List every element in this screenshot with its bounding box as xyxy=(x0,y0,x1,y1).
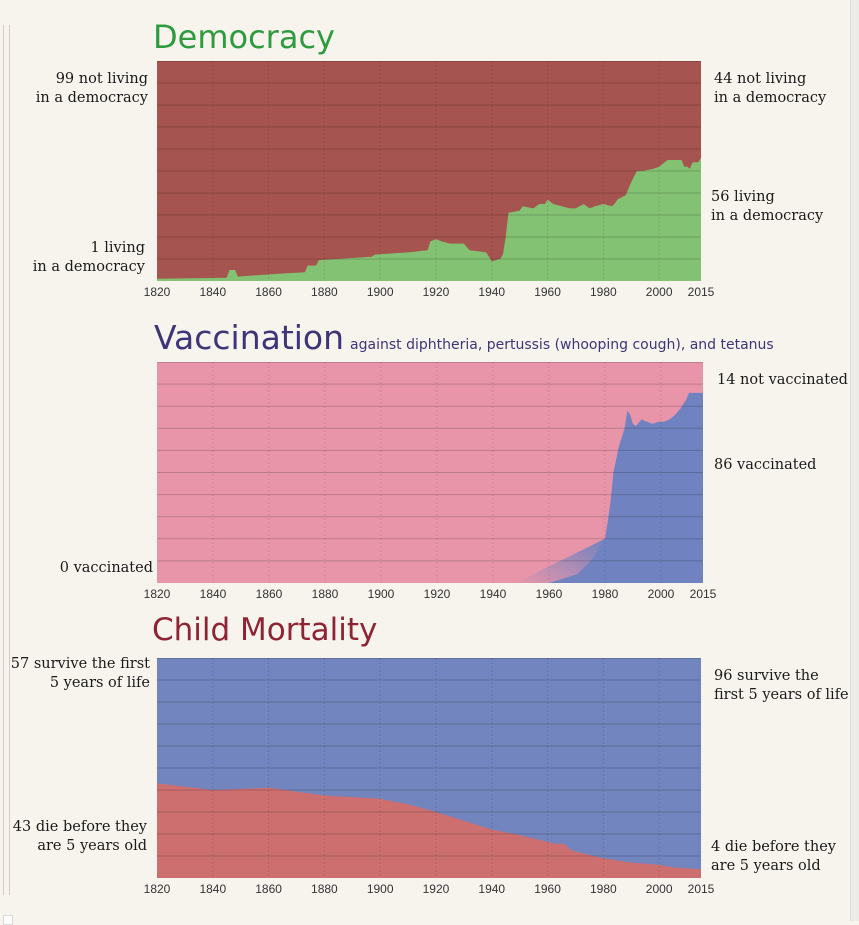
democracy-title: Democracy xyxy=(153,18,335,56)
vaccination-x-tick-label: 1920 xyxy=(424,587,451,601)
label-line: 1 living xyxy=(90,240,145,256)
democracy-x-tick-label: 1920 xyxy=(423,285,450,299)
vaccination-right-top-label: 14 not vaccinated xyxy=(717,371,848,390)
democracy-x-tick-label: 1840 xyxy=(199,285,226,299)
label-line: 4 die before they xyxy=(711,839,836,855)
democracy-area-living-in-a-democracy xyxy=(157,157,701,281)
label-line: 56 living xyxy=(711,189,775,205)
vaccination-x-tick-label: 1900 xyxy=(368,587,395,601)
vaccination-x-tick-label: 1940 xyxy=(480,587,507,601)
democracy-left-top-label: 99 not living in a democracy xyxy=(36,70,148,108)
label-line: 44 not living xyxy=(714,71,807,87)
label-line: in a democracy xyxy=(35,90,148,106)
label-line: 86 vaccinated xyxy=(714,457,817,473)
vaccination-x-tick-label: 1980 xyxy=(592,587,619,601)
label-line: 0 vaccinated xyxy=(59,560,153,576)
frame-divider-left-inner xyxy=(9,25,10,895)
label-line: in a democracy xyxy=(714,90,827,106)
vaccination-right-bottom-label: 86 vaccinated xyxy=(714,456,816,475)
democracy-x-tick-label: 1980 xyxy=(590,285,617,299)
label-line: 5 years of life xyxy=(49,675,150,691)
vaccination-left-bottom-label: 0 vaccinated xyxy=(60,559,153,578)
democracy-x-tick-label: 1860 xyxy=(255,285,282,299)
child-mortality-x-tick-label: 1960 xyxy=(534,882,561,896)
label-line: are 5 years old xyxy=(711,858,821,874)
child-mortality-left-bottom-label: 43 die before they are 5 years old xyxy=(13,818,147,856)
vaccination-x-tick-label: 1880 xyxy=(312,587,339,601)
democracy-right-top-label: 44 not living in a democracy xyxy=(714,70,826,108)
child-mortality-x-tick-label: 1880 xyxy=(311,882,338,896)
label-line: are 5 years old xyxy=(37,838,147,854)
frame-divider-left xyxy=(3,25,4,895)
democracy-left-bottom-label: 1 living in a democracy xyxy=(33,239,145,277)
label-line: 14 not vaccinated xyxy=(717,372,848,388)
democracy-x-tick-label: 1900 xyxy=(367,285,394,299)
vaccination-x-tick-label: 1840 xyxy=(200,587,227,601)
label-line: in a democracy xyxy=(711,208,824,224)
child-mortality-x-tick-label: 1860 xyxy=(255,882,282,896)
democracy-x-tick-label: 2015 xyxy=(688,285,715,299)
democracy-x-tick-label: 2000 xyxy=(646,285,673,299)
vaccination-title: Vaccination against diphtheria, pertussis… xyxy=(154,318,774,357)
child-mortality-area-die-before-they-are-5-years-old xyxy=(157,783,701,878)
label-line: in a democracy xyxy=(32,259,145,275)
democracy-right-bottom-label: 56 living in a democracy xyxy=(711,188,823,226)
child-mortality-x-tick-label: 1920 xyxy=(423,882,450,896)
child-mortality-right-top-label: 96 survive the first 5 years of life xyxy=(714,667,849,705)
vaccination-title-main: Vaccination xyxy=(154,318,345,357)
label-line: 43 die before they xyxy=(12,819,147,835)
vaccination-subtitle: against diphtheria, pertussis (whooping … xyxy=(350,337,774,353)
democracy-x-tick-label: 1880 xyxy=(311,285,338,299)
democracy-x-tick-label: 1940 xyxy=(478,285,505,299)
child-mortality-x-tick-label: 1820 xyxy=(144,882,171,896)
vaccination-x-tick-label: 1860 xyxy=(256,587,283,601)
vaccination-x-tick-label: 2000 xyxy=(648,587,675,601)
child-mortality-title: Child Mortality xyxy=(152,612,378,648)
child-mortality-x-tick-label: 2000 xyxy=(646,882,673,896)
child-mortality-left-top-label: 57 survive the first 5 years of life xyxy=(11,655,150,693)
scrollbar-track[interactable] xyxy=(850,0,859,921)
child-mortality-x-tick-label: 1840 xyxy=(199,882,226,896)
democracy-x-tick-label: 1960 xyxy=(534,285,561,299)
label-line: 99 not living xyxy=(55,71,148,87)
child-mortality-x-tick-label: 2015 xyxy=(688,882,715,896)
vaccination-area-vaccinated xyxy=(157,392,703,583)
vaccination-fade-wedge xyxy=(515,538,605,583)
vaccination-x-tick-label: 1820 xyxy=(144,587,171,601)
label-line: 96 survive the xyxy=(714,668,819,684)
child-mortality-right-bottom-label: 4 die before they are 5 years old xyxy=(711,838,836,876)
child-mortality-x-tick-label: 1940 xyxy=(478,882,505,896)
label-line: first 5 years of life xyxy=(714,687,849,703)
label-line: 57 survive the first xyxy=(10,656,150,672)
vaccination-x-tick-label: 2015 xyxy=(690,587,717,601)
vaccination-x-tick-label: 1960 xyxy=(536,587,563,601)
child-mortality-x-tick-label: 1900 xyxy=(367,882,394,896)
democracy-x-tick-label: 1820 xyxy=(144,285,171,299)
child-mortality-x-tick-label: 1980 xyxy=(590,882,617,896)
